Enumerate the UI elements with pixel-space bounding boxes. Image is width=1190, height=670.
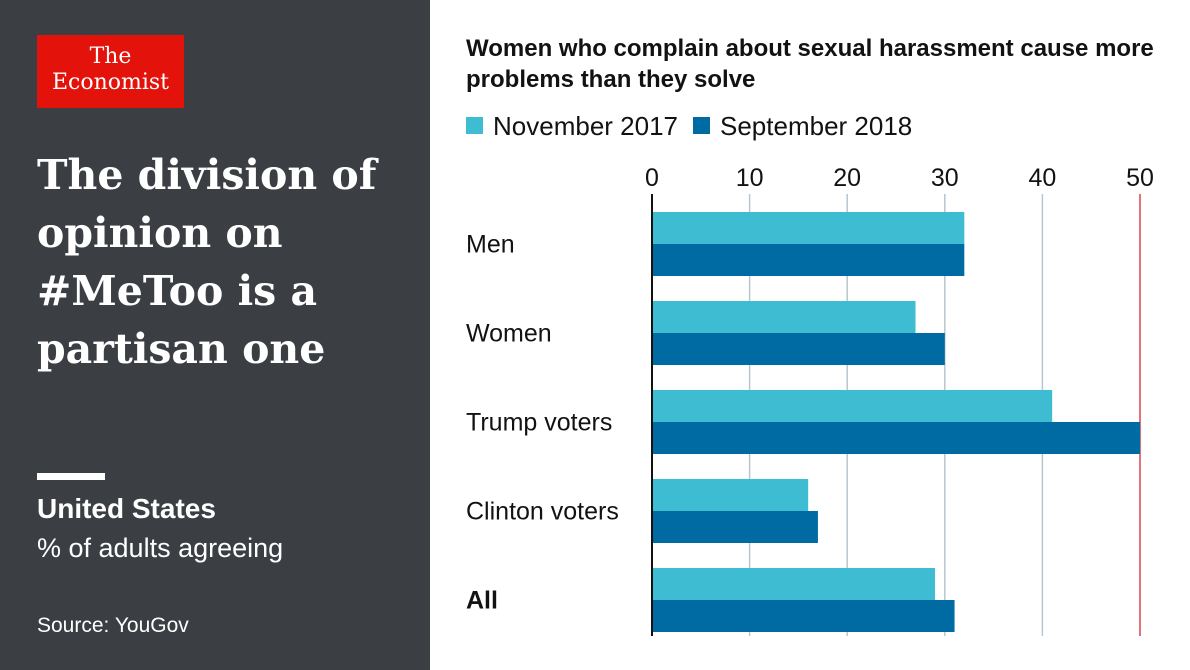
category-label-men: Men (466, 231, 515, 259)
bar-all-series-2 (652, 600, 955, 632)
divider (37, 473, 105, 480)
x-tick-label-30: 30 (931, 164, 959, 192)
headline: The division of opinion on #MeToo is a p… (37, 151, 377, 373)
legend-label-series-1: November 2017 (493, 111, 678, 141)
bar-clinton-voters-series-1 (652, 479, 809, 511)
bar-trump-voters-series-2 (652, 422, 1140, 454)
x-tick-label-20: 20 (833, 164, 861, 192)
bar-clinton-voters-series-2 (652, 511, 818, 543)
bar-men-series-1 (652, 212, 965, 244)
source-label: Source: YouGov (37, 614, 189, 637)
x-tick-label-10: 10 (736, 164, 764, 192)
bar-chart: 0 10 20 30 40 50 Men Women Trump voters Clinton v… (466, 164, 1154, 636)
economist-logo: The Economist (37, 35, 184, 108)
region-label: United States (37, 493, 216, 524)
x-tick-label-40: 40 (1028, 164, 1056, 192)
legend-swatch-series-1 (466, 117, 483, 134)
x-tick-label-0: 0 (645, 164, 659, 192)
bar-men-series-2 (652, 244, 965, 276)
bar-all-series-1 (652, 568, 936, 600)
legend-swatch-series-2 (693, 117, 710, 134)
chart-title: Women who complain about sexual harassme… (466, 35, 1154, 93)
bar-trump-voters-series-1 (652, 390, 1053, 422)
category-label-trump-voters: Trump voters (466, 409, 612, 437)
category-label-women: Women (466, 320, 552, 348)
unit-label: % of adults agreeing (37, 533, 284, 563)
category-label-clinton-voters: Clinton voters (466, 498, 619, 526)
logo-line-1: The (89, 44, 132, 69)
x-tick-label-50: 50 (1126, 164, 1154, 192)
legend-label-series-2: September 2018 (720, 111, 913, 141)
bar-women-series-2 (652, 333, 945, 365)
bar-women-series-1 (652, 301, 916, 333)
category-label-all: All (466, 587, 498, 615)
left-panel: The Economist The division of opinion on… (0, 0, 430, 670)
logo-line-2: Economist (51, 70, 170, 95)
